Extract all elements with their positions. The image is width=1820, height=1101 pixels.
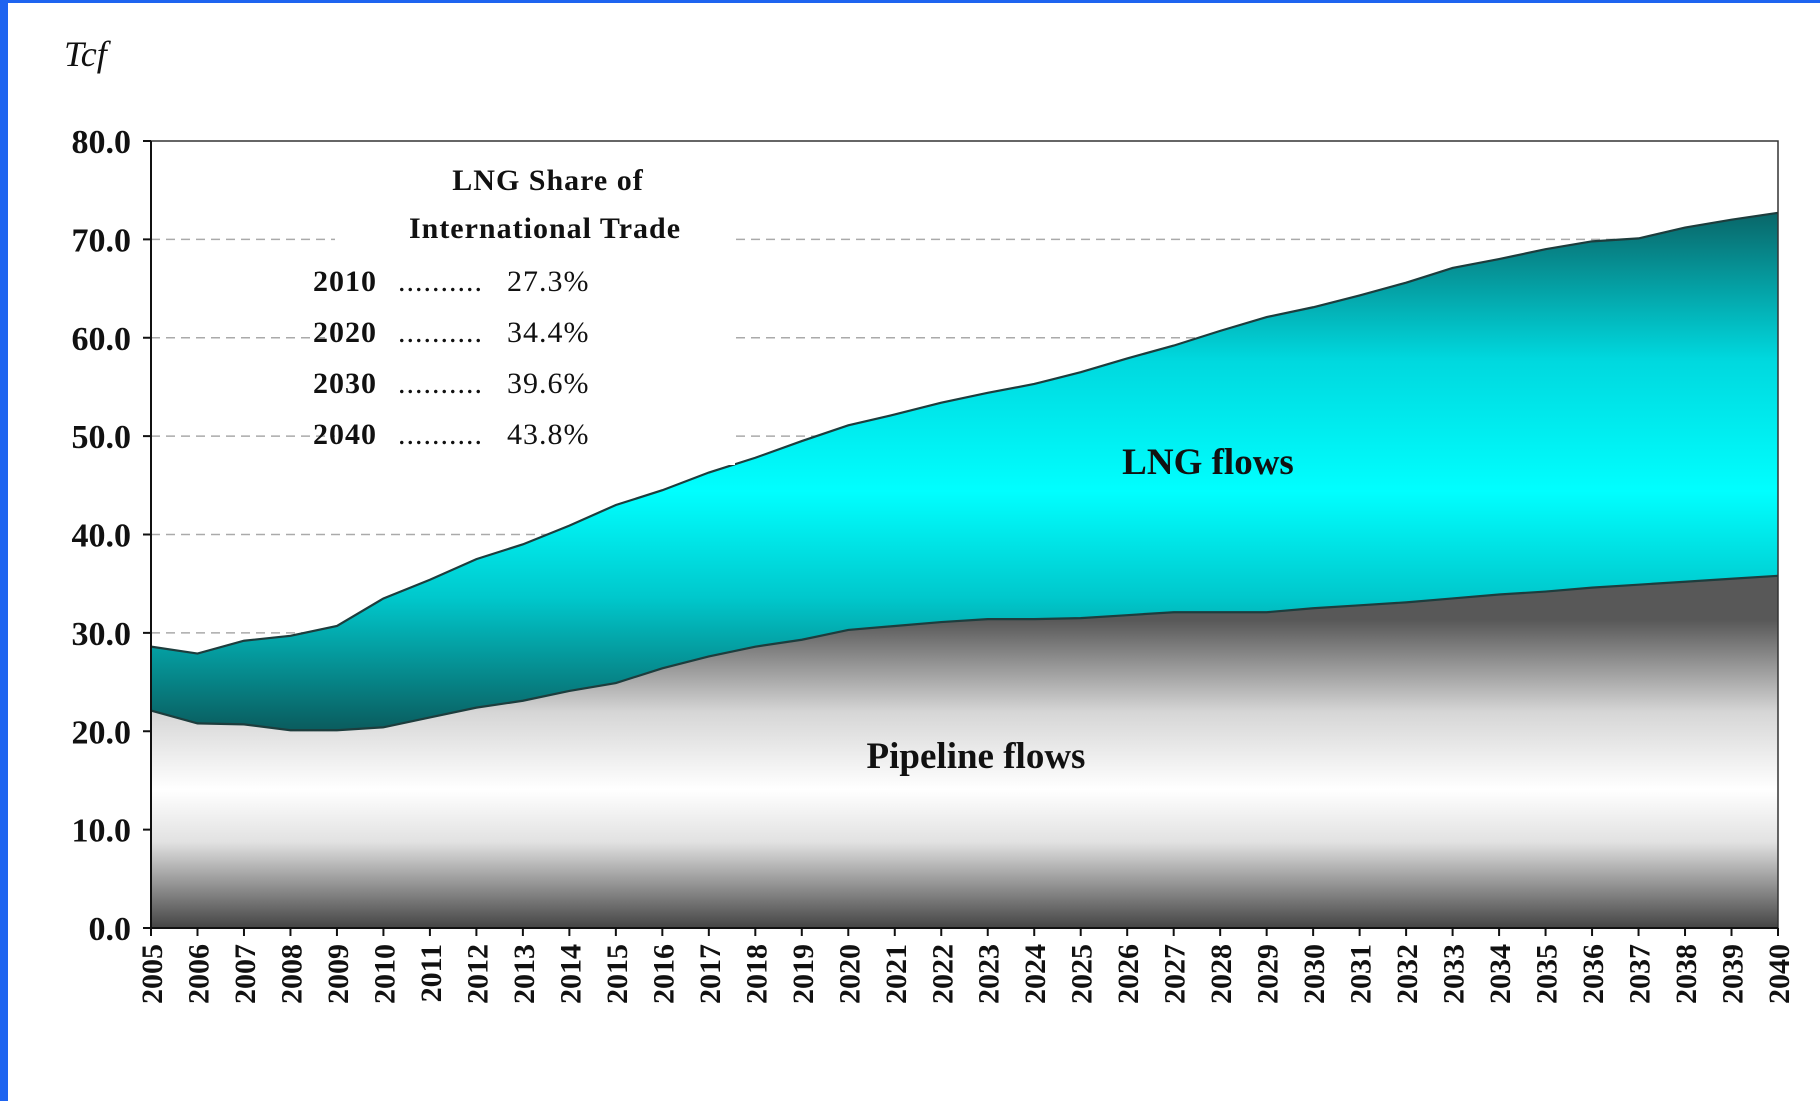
lng-flows-label: LNG flows — [1122, 442, 1294, 483]
y-tick-label: 80.0 — [72, 124, 132, 161]
x-tick-label: 2026 — [1112, 944, 1145, 1004]
x-tick-label: 2035 — [1531, 944, 1564, 1004]
x-tick-label: 2036 — [1577, 944, 1610, 1004]
x-tick-label: 2015 — [601, 944, 634, 1004]
annotation-year: 2010 — [313, 265, 377, 298]
x-tick-label: 2033 — [1438, 944, 1471, 1004]
x-tick-label: 2006 — [182, 944, 215, 1004]
x-tick-label: 2032 — [1391, 944, 1424, 1004]
annotation-leader-dots: .......... — [398, 367, 483, 400]
x-tick-label: 2010 — [368, 944, 401, 1004]
annotation-value: 27.3% — [507, 265, 590, 298]
y-tick-label: 0.0 — [89, 911, 132, 948]
x-tick-label: 2029 — [1252, 944, 1285, 1004]
y-tick-label: 20.0 — [72, 714, 132, 751]
annotation-leader-dots: .......... — [398, 316, 483, 349]
y-tick-label: 40.0 — [72, 518, 132, 555]
annotation-year: 2040 — [313, 418, 377, 451]
x-tick-label: 2020 — [833, 944, 866, 1004]
lng-share-annotation: LNG Share of International Trade 2010 ..… — [313, 155, 735, 465]
annotation-year: 2030 — [313, 367, 377, 400]
x-tick-label: 2011 — [415, 944, 448, 1002]
x-tick-label: 2024 — [1019, 944, 1052, 1004]
annotation-title-line1: LNG Share of — [452, 164, 643, 197]
x-tick-label: 2021 — [880, 944, 913, 1004]
x-tick-label: 2013 — [508, 944, 541, 1004]
annotation-leader-dots: .......... — [398, 265, 483, 298]
x-tick-label: 2023 — [973, 944, 1006, 1004]
x-tick-label: 2022 — [926, 944, 959, 1004]
y-tick-label: 50.0 — [72, 419, 132, 456]
annotation-value: 39.6% — [507, 367, 590, 400]
x-tick-label: 2039 — [1717, 944, 1750, 1004]
annotation-value: 34.4% — [507, 316, 590, 349]
x-tick-label: 2037 — [1624, 944, 1657, 1004]
y-tick-label: 60.0 — [72, 321, 132, 358]
x-tick-label: 2012 — [461, 944, 494, 1004]
y-unit-label: Tcf — [64, 34, 112, 74]
x-tick-label: 2016 — [647, 944, 680, 1004]
pipeline-flows-label: Pipeline flows — [867, 736, 1086, 777]
x-tick-label: 2031 — [1345, 944, 1378, 1004]
x-tick-label: 2028 — [1205, 944, 1238, 1004]
x-tick-label: 2018 — [740, 944, 773, 1004]
y-tick-label: 70.0 — [72, 222, 132, 259]
x-tick-label: 2008 — [275, 944, 308, 1004]
x-tick-label: 2040 — [1763, 944, 1796, 1004]
x-tick-label: 2025 — [1066, 944, 1099, 1004]
annotation-leader-dots: .......... — [398, 418, 483, 451]
y-tick-label: 10.0 — [72, 813, 132, 850]
annotation-year: 2020 — [313, 316, 377, 349]
annotation-title-line2: International Trade — [409, 212, 681, 245]
x-tick-label: 2009 — [322, 944, 355, 1004]
x-tick-label: 2034 — [1484, 944, 1517, 1004]
y-tick-label: 30.0 — [72, 616, 132, 653]
x-tick-label: 2030 — [1298, 944, 1331, 1004]
x-tick-label: 2038 — [1670, 944, 1703, 1004]
annotation-value: 43.8% — [507, 418, 590, 451]
x-tick-label: 2014 — [554, 944, 587, 1004]
x-tick-label: 2007 — [229, 944, 262, 1004]
x-tick-label: 2019 — [787, 944, 820, 1004]
x-tick-label: 2005 — [136, 944, 169, 1004]
x-tick-label: 2017 — [694, 944, 727, 1004]
x-tick-label: 2027 — [1159, 944, 1192, 1004]
